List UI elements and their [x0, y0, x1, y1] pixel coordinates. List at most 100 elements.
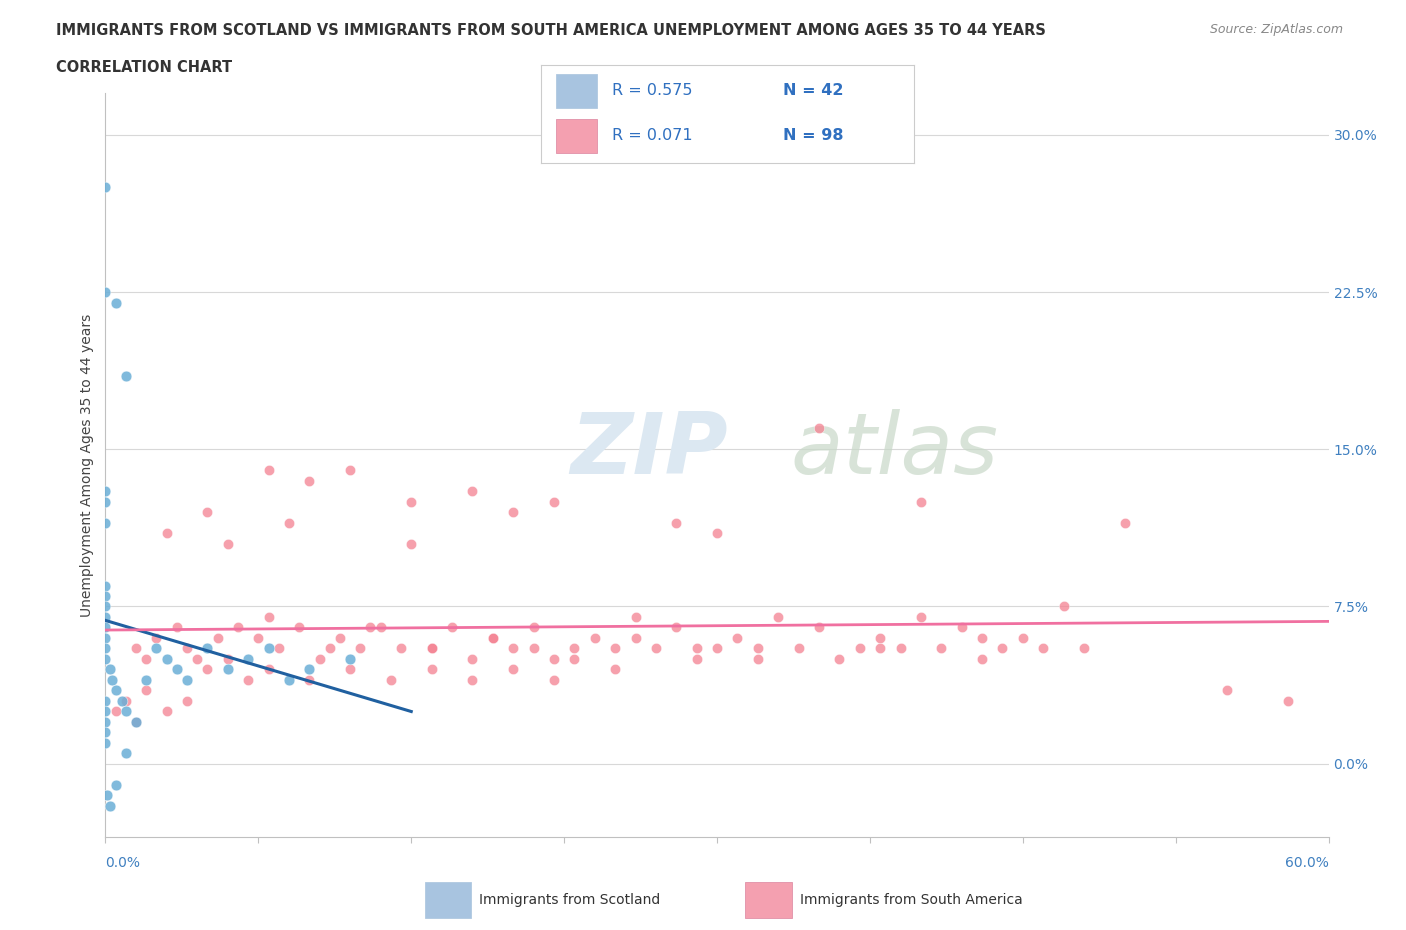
- Point: [461, 651, 484, 666]
- Text: atlas: atlas: [790, 408, 998, 492]
- Point: [420, 641, 443, 656]
- Point: [747, 641, 769, 656]
- Point: [339, 662, 361, 677]
- Point: [308, 651, 330, 666]
- Point: [481, 631, 505, 645]
- Point: [94, 515, 117, 530]
- Point: [502, 662, 524, 677]
- Point: [644, 641, 668, 656]
- Text: Immigrants from South America: Immigrants from South America: [800, 893, 1022, 907]
- Point: [115, 694, 138, 709]
- Point: [288, 620, 311, 635]
- Point: [828, 651, 851, 666]
- Point: [94, 724, 117, 739]
- Point: [236, 651, 259, 666]
- Point: [94, 641, 117, 656]
- Point: [115, 746, 138, 761]
- Point: [217, 651, 239, 666]
- Point: [125, 714, 148, 729]
- Point: [339, 651, 361, 666]
- Text: ZIP: ZIP: [571, 408, 728, 492]
- Y-axis label: Unemployment Among Ages 35 to 44 years: Unemployment Among Ages 35 to 44 years: [80, 313, 94, 617]
- Point: [389, 641, 412, 656]
- Point: [603, 641, 626, 656]
- Point: [207, 631, 229, 645]
- Point: [747, 651, 769, 666]
- Point: [94, 179, 117, 194]
- Point: [257, 463, 280, 478]
- Point: [94, 285, 117, 299]
- Point: [176, 672, 198, 687]
- Point: [624, 631, 647, 645]
- Bar: [425, 882, 471, 918]
- Point: [298, 662, 321, 677]
- Point: [1011, 631, 1033, 645]
- Text: N = 98: N = 98: [783, 128, 844, 143]
- Point: [380, 672, 402, 687]
- Point: [94, 599, 117, 614]
- Point: [226, 620, 249, 635]
- Point: [176, 641, 198, 656]
- Point: [461, 484, 484, 498]
- Point: [787, 641, 810, 656]
- Point: [420, 641, 443, 656]
- Point: [970, 631, 993, 645]
- Point: [869, 641, 891, 656]
- Point: [603, 662, 626, 677]
- Point: [94, 609, 117, 624]
- Point: [931, 641, 953, 656]
- Point: [257, 609, 280, 624]
- Point: [665, 620, 688, 635]
- Point: [727, 631, 749, 645]
- Point: [94, 736, 117, 751]
- Point: [349, 641, 371, 656]
- Point: [217, 537, 239, 551]
- Point: [176, 694, 198, 709]
- Point: [94, 704, 117, 719]
- Point: [848, 641, 870, 656]
- Point: [1073, 641, 1095, 656]
- Text: R = 0.575: R = 0.575: [612, 84, 693, 99]
- Point: [278, 515, 301, 530]
- Point: [1052, 599, 1074, 614]
- Text: CORRELATION CHART: CORRELATION CHART: [56, 60, 232, 75]
- Text: R = 0.071: R = 0.071: [612, 128, 693, 143]
- Point: [329, 631, 352, 645]
- Point: [706, 525, 728, 540]
- Point: [94, 631, 117, 645]
- Point: [543, 672, 565, 687]
- Point: [502, 641, 524, 656]
- Point: [115, 704, 138, 719]
- Point: [98, 798, 121, 813]
- Point: [991, 641, 1014, 656]
- Point: [543, 494, 565, 509]
- Point: [145, 631, 167, 645]
- Point: [370, 620, 392, 635]
- Point: [298, 473, 321, 488]
- Point: [401, 537, 423, 551]
- Point: [236, 672, 259, 687]
- Point: [111, 694, 134, 709]
- Point: [807, 421, 830, 436]
- Point: [257, 662, 280, 677]
- Point: [135, 651, 157, 666]
- Point: [125, 714, 148, 729]
- Point: [98, 662, 121, 677]
- Point: [166, 620, 188, 635]
- Bar: [745, 882, 792, 918]
- Bar: [557, 119, 598, 153]
- Point: [104, 777, 127, 792]
- Point: [950, 620, 973, 635]
- Point: [889, 641, 911, 656]
- Point: [94, 714, 117, 729]
- Point: [267, 641, 290, 656]
- Point: [869, 631, 891, 645]
- Point: [910, 609, 932, 624]
- Point: [624, 609, 647, 624]
- Point: [96, 788, 118, 803]
- Point: [145, 641, 167, 656]
- Point: [94, 578, 117, 593]
- Point: [195, 662, 219, 677]
- Point: [523, 620, 546, 635]
- Point: [94, 651, 117, 666]
